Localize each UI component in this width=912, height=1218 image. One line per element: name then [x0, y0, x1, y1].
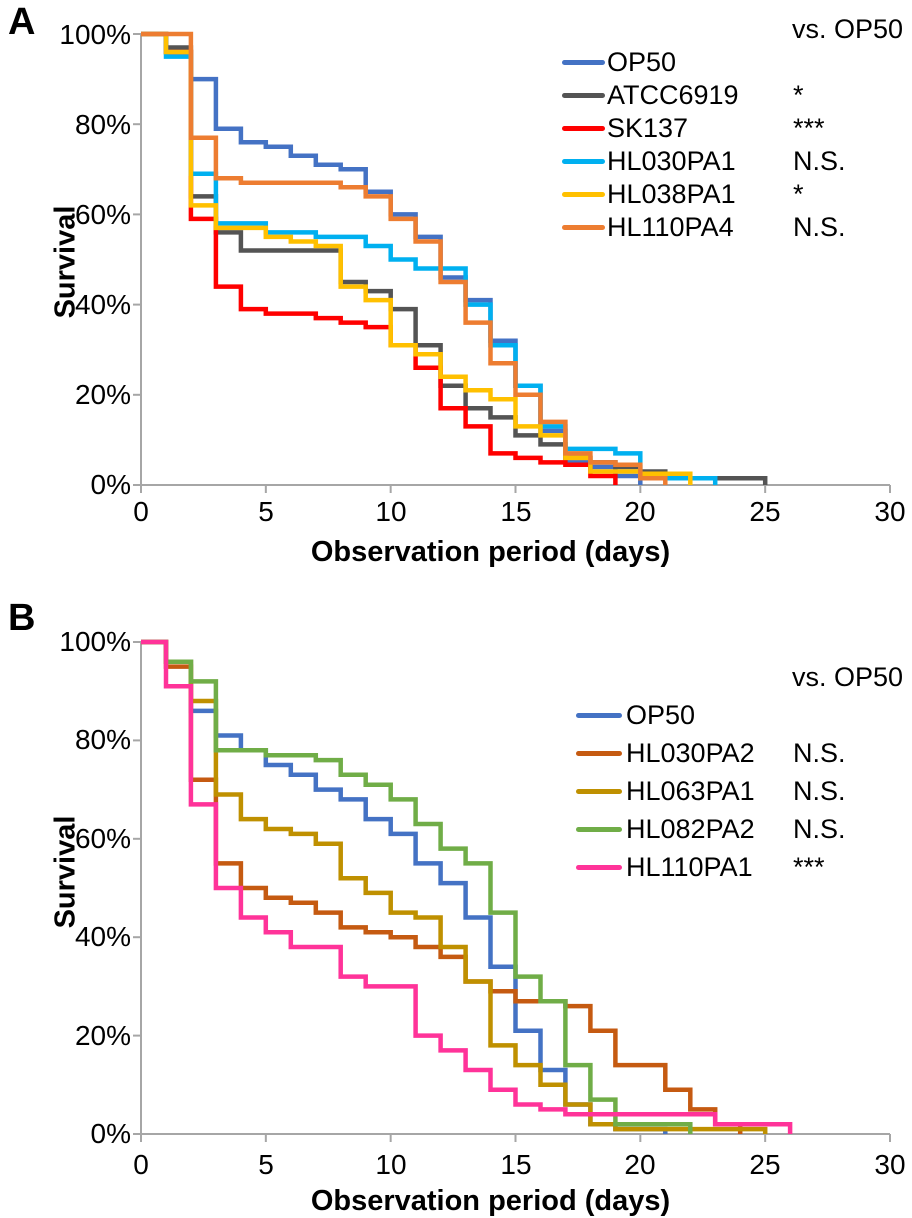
legend-item-label: OP50 — [626, 700, 696, 730]
legend-swatch-sk137 — [562, 126, 605, 131]
legend-item-label: HL030PA1 — [607, 146, 736, 176]
x-axis-tick-label: 15 — [500, 496, 532, 527]
x-axis-tick-label: 20 — [624, 496, 656, 527]
legend-item-label: HL110PA1 — [626, 852, 753, 882]
legend-item-label: HL063PA1 — [626, 776, 755, 806]
x-axis-tick-label: 30 — [874, 496, 906, 527]
x-axis-tick-label: 5 — [258, 1149, 274, 1180]
legend-header-vs-op50: vs. OP50 — [792, 662, 904, 692]
y-axis-tick-label: 0% — [90, 1118, 131, 1149]
x-axis-tick-label: 0 — [133, 1149, 149, 1180]
legend-item-label: HL038PA1 — [607, 179, 736, 209]
x-axis-tick-label: 15 — [500, 1149, 532, 1180]
panel-b-survival-chart — [133, 639, 891, 1142]
legend-significance: * — [793, 80, 804, 110]
y-axis-tick-label: 20% — [74, 1020, 131, 1051]
y-axis-tick-label: 40% — [74, 289, 131, 320]
panel-label-b: B — [8, 597, 36, 639]
y-axis-tick-label: 0% — [90, 469, 131, 500]
x-axis-tick-label: 0 — [133, 496, 149, 527]
legend-significance: * — [793, 179, 804, 209]
legend-item-label: SK137 — [607, 113, 689, 143]
y-axis-tick-label: 100% — [59, 626, 131, 657]
legend-swatch-op50 — [562, 60, 605, 65]
x-axis-tick-label: 5 — [258, 496, 274, 527]
legend-item-label: HL082PA2 — [626, 814, 755, 844]
y-axis-tick-label: 80% — [74, 724, 131, 755]
legend-item-label: HL110PA4 — [607, 212, 734, 242]
panel-a-survival-chart — [133, 31, 891, 493]
legend-swatch-hl110pa4 — [562, 225, 605, 230]
legend-significance: *** — [793, 113, 825, 143]
legend-item-label: HL030PA2 — [626, 738, 755, 768]
legend-swatch-hl030pa1 — [562, 159, 605, 164]
x-axis-tick-label: 10 — [375, 1149, 407, 1180]
legend-swatch-hl082pa2 — [576, 827, 622, 832]
x-axis-tick-label: 20 — [624, 1149, 656, 1180]
legend-significance: N.S. — [793, 146, 846, 176]
legend-significance: N.S. — [793, 776, 846, 806]
legend-item-label: OP50 — [607, 47, 677, 77]
x-axis-tick-label: 25 — [749, 1149, 781, 1180]
y-axis-tick-label: 20% — [74, 379, 131, 410]
legend-swatch-hl030pa2 — [576, 751, 622, 756]
panel-label-a: A — [8, 1, 36, 43]
legend-item-label: ATCC6919 — [607, 80, 739, 110]
x-axis-tick-label: 10 — [375, 496, 407, 527]
legend-swatch-atcc6919 — [562, 93, 605, 98]
x-axis-tick-label: 25 — [749, 496, 781, 527]
legend-swatch-hl063pa1 — [576, 789, 622, 794]
legend-significance: *** — [793, 852, 825, 882]
y-axis-tick-label: 40% — [74, 921, 131, 952]
x-axis-tick-label: 30 — [874, 1149, 906, 1180]
y-axis-tick-label: 80% — [74, 109, 131, 140]
legend-header-vs-op50: vs. OP50 — [792, 14, 904, 44]
x-axis-title-b: Observation period (days) — [310, 1185, 671, 1217]
y-axis-tick-label: 60% — [74, 823, 131, 854]
legend-significance: N.S. — [793, 212, 846, 242]
legend-swatch-hl110pa1 — [576, 865, 622, 870]
y-axis-tick-label: 100% — [59, 19, 131, 50]
y-axis-tick-label: 60% — [74, 199, 131, 230]
x-axis-title-a: Observation period (days) — [310, 536, 671, 568]
legend-swatch-hl038pa1 — [562, 192, 605, 197]
legend-significance: N.S. — [793, 814, 846, 844]
legend-significance: N.S. — [793, 738, 846, 768]
legend-swatch-op50 — [576, 713, 622, 718]
